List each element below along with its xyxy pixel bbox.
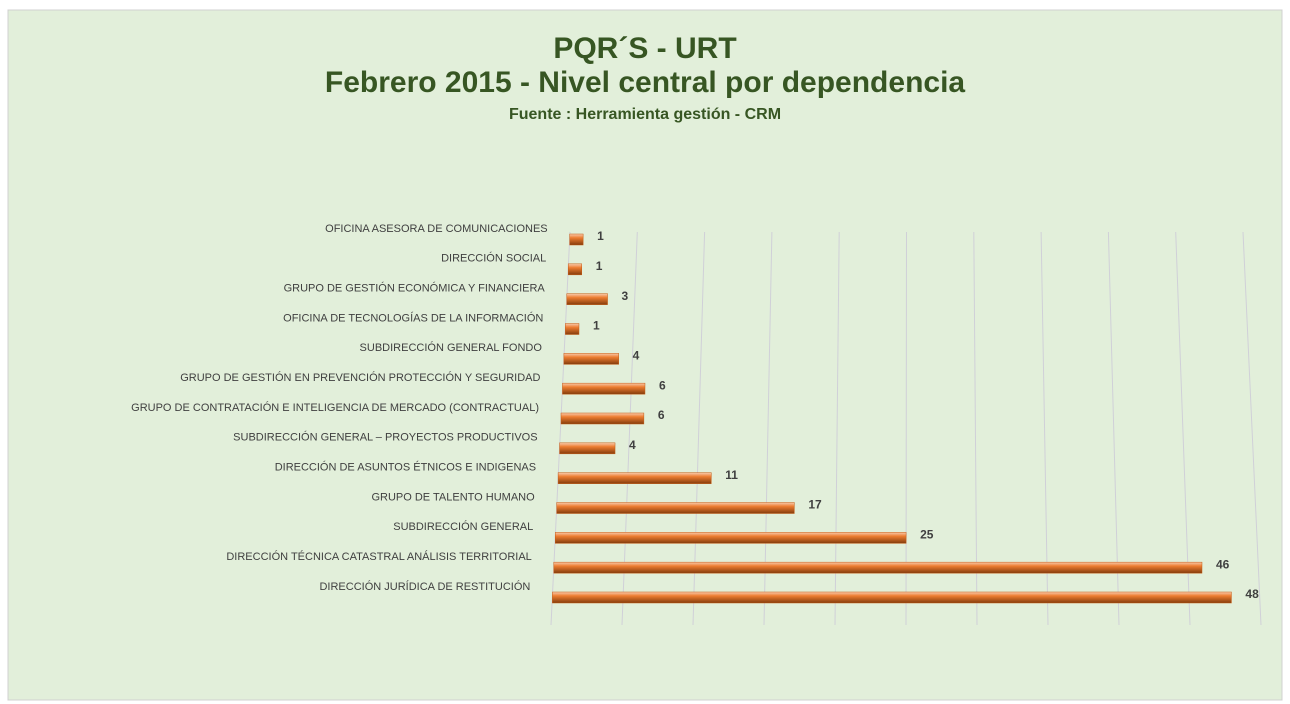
y-tick-label: DIRECCIÓN TÉCNICA CATASTRAL ANÁLISIS TER…	[226, 550, 531, 563]
bar	[566, 293, 608, 305]
bar	[565, 323, 580, 335]
y-tick-label: GRUPO DE TALENTO HUMANO	[371, 491, 535, 503]
value-label: 6	[659, 378, 666, 392]
chart-title: PQR´S - URT	[553, 32, 736, 65]
value-label: 4	[633, 349, 640, 363]
y-tick-label: SUBDIRECCIÓN GENERAL FONDO	[360, 341, 543, 354]
y-tick-label: SUBDIRECCIÓN GENERAL	[393, 520, 533, 533]
bar	[563, 353, 619, 365]
grid-line	[763, 231, 773, 626]
grid-line	[834, 231, 840, 626]
y-tick-label: GRUPO DE GESTIÓN ECONÓMICA Y FINANCIERA	[284, 282, 546, 295]
bar	[553, 561, 1203, 574]
y-tick-label: SUBDIRECCIÓN GENERAL – PROYECTOS PRODUCT…	[233, 431, 537, 444]
y-tick-label: OFICINA DE TECNOLOGÍAS DE LA INFORMACIÓN	[283, 311, 543, 324]
bar	[554, 532, 907, 544]
bar	[559, 442, 616, 455]
y-tick-label: GRUPO DE GESTIÓN EN PREVENCIÓN PROTECCIÓ…	[180, 371, 540, 384]
grid-line	[905, 231, 907, 626]
grid-line	[1175, 231, 1191, 626]
value-label: 17	[808, 498, 822, 512]
value-label: 1	[596, 259, 603, 273]
value-label: 46	[1216, 557, 1230, 571]
value-label: 6	[658, 408, 665, 422]
plot-area: OFICINA ASESORA DE COMUNICACIONES 1 DIRECC…	[131, 223, 1262, 626]
grid-line	[1107, 231, 1120, 626]
bar	[552, 591, 1232, 604]
value-label: 25	[920, 528, 934, 542]
bar	[569, 233, 584, 246]
value-label: 48	[1245, 587, 1259, 601]
bar	[562, 382, 646, 395]
chart-source: Fuente : Herramienta gestión - CRM	[509, 106, 781, 123]
value-label: 1	[593, 319, 600, 333]
grid-line	[692, 231, 706, 626]
grid-line	[973, 231, 978, 626]
value-label: 11	[725, 468, 738, 482]
chart-background	[7, 9, 1283, 701]
value-label: 1	[597, 229, 604, 243]
y-tick-label: DIRECCIÓN DE ASUNTOS ÉTNICOS E INDIGENAS	[275, 461, 536, 474]
y-tick-label: OFICINA ASESORA DE COMUNICACIONES	[325, 223, 548, 235]
bar	[567, 263, 582, 276]
bar	[557, 472, 712, 484]
grid-line	[1040, 231, 1049, 626]
grid-line	[621, 231, 638, 626]
value-label: 4	[629, 438, 636, 452]
bar	[560, 412, 645, 425]
value-label: 3	[622, 289, 629, 303]
y-tick-label: DIRECCIÓN SOCIAL	[441, 252, 546, 265]
grid-line	[1242, 231, 1262, 626]
bar	[556, 502, 795, 514]
chart-subtitle: Febrero 2015 - Nivel central por depende…	[325, 66, 966, 99]
y-tick-label: DIRECCIÓN JURÍDICA DE RESTITUCIÓN	[319, 580, 530, 593]
y-tick-label: GRUPO DE CONTRATACIÓN E INTELIGENCIA DE …	[131, 401, 539, 414]
